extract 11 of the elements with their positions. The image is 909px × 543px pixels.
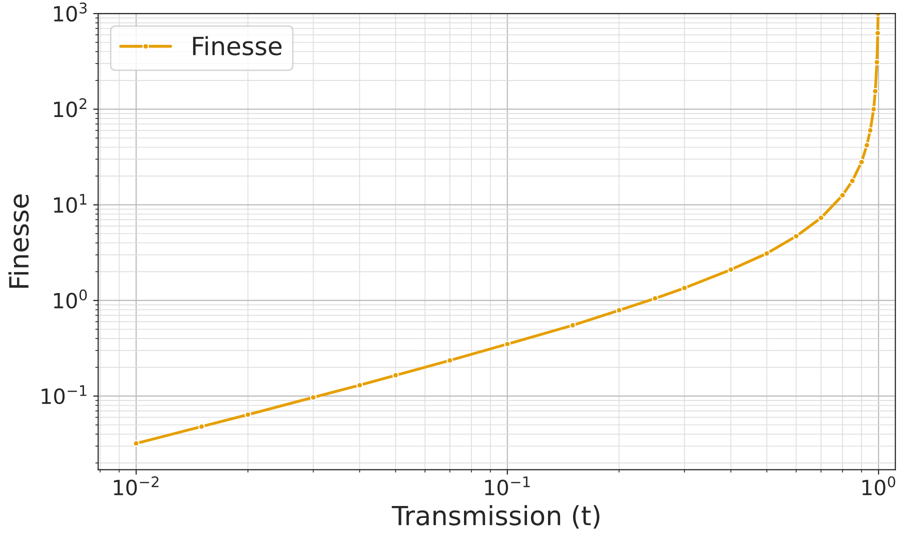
legend-label: Finesse [193,36,282,56]
x-tick-label: 10$^{0}$ [862,476,896,496]
x-axis-title: Transmission (t) [392,505,600,529]
y-tick-label: 10$^{3}$ [54,2,87,22]
y-tick-label: 10$^{2}$ [54,98,86,118]
y-tick-label: 10$^{0}$ [54,289,87,309]
y-tick-label: 10$^{−1}$ [42,385,86,404]
x-tick-label: 10$^{−2}$ [114,476,158,496]
y-axis-title: Finesse [8,194,29,288]
y-tick-label: 10$^{1}$ [54,194,86,213]
x-tick-label: 10$^{−1}$ [485,476,530,496]
